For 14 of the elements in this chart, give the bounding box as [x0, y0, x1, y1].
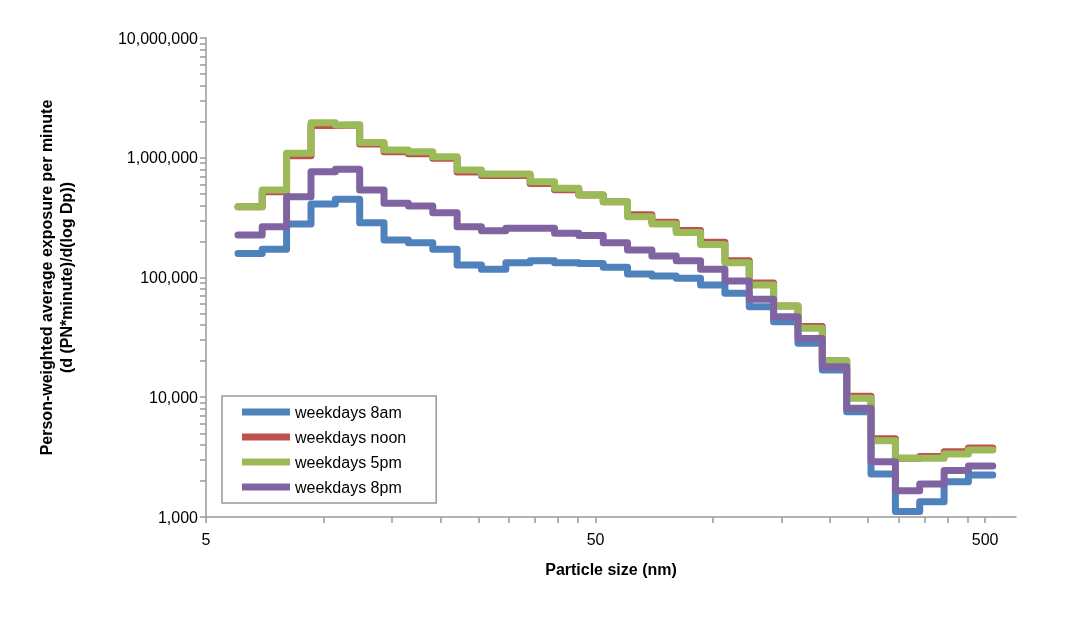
legend-label: weekdays 8am: [294, 403, 402, 421]
y-tick-label: 100,000: [140, 269, 199, 286]
x-tick-label: 50: [586, 530, 605, 548]
y-tick-label: 1,000,000: [126, 149, 199, 167]
legend-label: weekdays noon: [294, 428, 407, 446]
legend-label: weekdays 5pm: [294, 453, 402, 471]
x-tick-label: 500: [971, 530, 999, 548]
y-tick-label: 10,000: [149, 388, 199, 406]
x-axis-title: Particle size (nm): [545, 560, 677, 578]
y-tick-label: 10,000,000: [117, 29, 199, 47]
y-axis-title: Person-weighted average exposure per minute (d (PN*minute)/d(log Dp)): [37, 99, 75, 456]
y-tick-label: 1,000: [157, 508, 199, 526]
x-tick-label: 5: [201, 530, 211, 548]
legend-label: weekdays 8pm: [294, 478, 402, 496]
